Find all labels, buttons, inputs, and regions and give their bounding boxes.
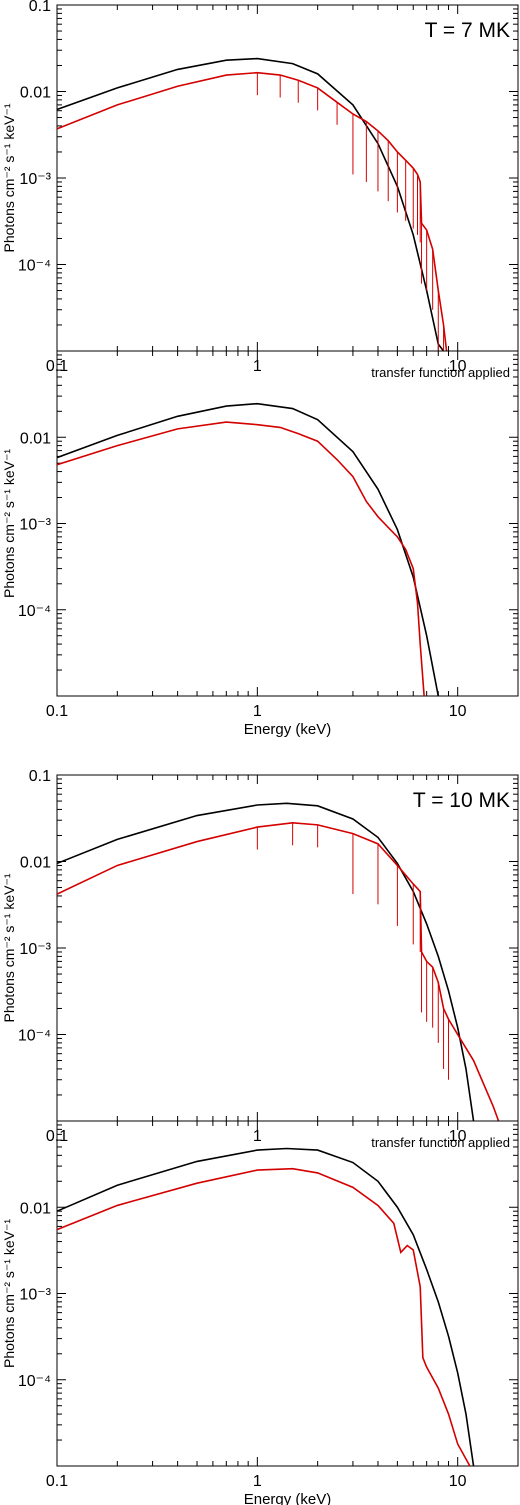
panel-annotation: transfer function applied [371,365,510,380]
series-spectrum-line [57,71,448,351]
y-tick-label: 0.01 [20,855,51,872]
x-tick-label: 10 [449,358,467,375]
y-axis-label: Photons cm⁻² s⁻¹ keV⁻¹ [1,1219,17,1368]
series-model-line [57,802,475,1121]
chart-panel-4: 0.01 10⁻³ 10⁻⁴ 0.1 1 10 Photons cm⁻² s⁻¹ keV⁻¹… [1,1120,519,1505]
x-tick-label: 0.1 [46,1473,68,1490]
y-tick-label: 10⁻³ [19,171,51,188]
chart-panel-2: 0.01 10⁻³ 10⁻⁴ 0.1 1 10 Photons cm⁻² s⁻¹ keV⁻¹… [1,350,519,738]
series-model-line [57,57,445,351]
x-tick-label: 10 [449,703,467,720]
x-axis-label: Energy (keV) [244,721,332,738]
x-tick-label: 10 [449,1128,467,1145]
y-axis-label: Photons cm⁻² s⁻¹ keV⁻¹ [1,103,17,252]
plot-area [57,1147,475,1466]
x-tick-label: 1 [253,1473,262,1490]
plot-area [57,57,448,351]
y-tick-label: 0.1 [29,0,51,15]
y-tick-label: 10⁻³ [19,941,51,958]
plot-area [57,802,500,1121]
y-tick-label: 0.1 [29,768,51,785]
y-tick-label: 10⁻³ [19,1287,51,1304]
y-tick-label: 10⁻⁴ [18,603,51,620]
panel-annotation: transfer function applied [371,1135,510,1150]
y-axis-label: Photons cm⁻² s⁻¹ keV⁻¹ [1,873,17,1022]
y-tick-label: 0.01 [20,1200,51,1217]
plot-frame [56,350,519,697]
series-model-line [57,1147,475,1466]
panel-annotation: T = 10 MK [413,789,510,812]
y-axis-label: Photons cm⁻² s⁻¹ keV⁻¹ [1,449,17,598]
y-tick-label: 10⁻³ [19,517,51,534]
x-axis-label: Energy (keV) [244,1491,332,1505]
y-tick-label: 10⁻⁴ [18,1028,51,1045]
y-tick-label: 0.01 [20,430,51,447]
y-tick-label: 0.01 [20,85,51,102]
series-spectrum-line [57,1167,471,1466]
x-tick-label: 10 [449,1473,467,1490]
panel-annotation: T = 7 MK [425,19,510,42]
x-tick-label: 1 [253,358,262,375]
x-tick-label: 1 [253,1128,262,1145]
y-tick-label: 10⁻⁴ [18,1373,51,1390]
y-tick-label: 10⁻⁴ [18,258,51,275]
plot-frame [56,4,519,352]
x-tick-label: 1 [253,703,262,720]
plot-area [57,402,440,696]
x-tick-label: 0.1 [46,703,68,720]
series-spectrum-line [57,421,425,696]
series-model-line [57,402,440,696]
